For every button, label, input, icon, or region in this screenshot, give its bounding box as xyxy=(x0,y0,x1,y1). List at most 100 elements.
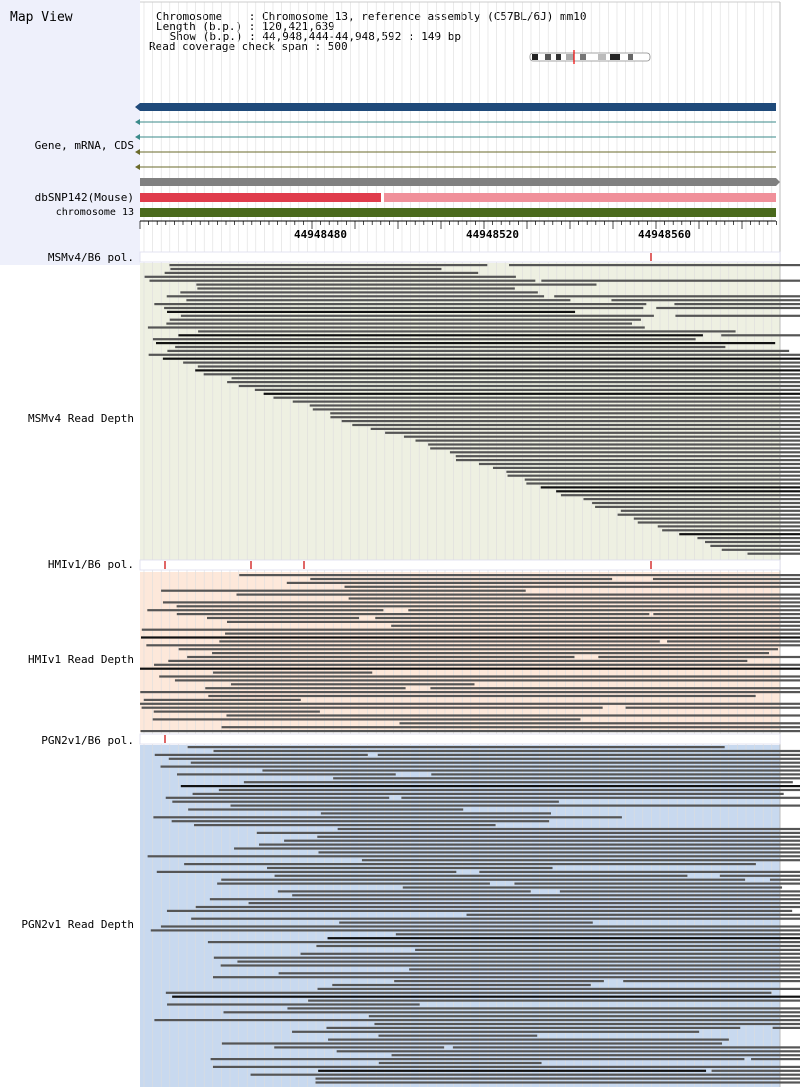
pgn-read xyxy=(259,843,800,846)
mrna-track-arrow xyxy=(135,149,140,155)
msm-read xyxy=(679,533,800,536)
msm-pol-label: MSMv4/B6 pol. xyxy=(47,251,134,264)
pgn-read xyxy=(274,874,688,877)
pgn-read xyxy=(153,816,622,819)
msm-read xyxy=(592,501,800,505)
msm-read xyxy=(330,412,800,415)
ruler-tick-label: 44948560 xyxy=(638,228,691,241)
hmi-read xyxy=(154,663,800,666)
pgn-read xyxy=(150,929,800,932)
msm-read xyxy=(675,314,800,317)
sidebar-header-area xyxy=(0,0,140,265)
pgn-read xyxy=(333,777,800,780)
pgn-read xyxy=(167,1003,420,1006)
pgn-read xyxy=(402,886,783,889)
msm-read xyxy=(617,513,800,516)
pgn-read xyxy=(395,933,800,936)
ideogram-band xyxy=(598,54,606,60)
ideogram-band xyxy=(545,54,551,60)
msm-read xyxy=(403,435,800,438)
pgn-read xyxy=(274,1046,445,1049)
pgn-read xyxy=(176,773,396,776)
pgn-read xyxy=(623,980,800,983)
hmi-depth-label: HMIv1 Read Depth xyxy=(28,653,134,666)
hmi-read xyxy=(348,597,800,600)
hmi-read xyxy=(226,620,800,623)
msm-pol-strip xyxy=(139,251,781,263)
msm-read xyxy=(183,361,800,364)
msm-read xyxy=(147,326,645,329)
msm-read xyxy=(620,509,800,512)
msm-read xyxy=(540,486,800,489)
pgn-read xyxy=(154,753,368,756)
msm-read xyxy=(164,271,479,274)
msm-read xyxy=(560,494,800,497)
msm-read xyxy=(167,310,576,313)
msm-read xyxy=(180,314,654,317)
pgn-read xyxy=(192,792,784,795)
ideogram-band xyxy=(532,54,538,60)
msm-read xyxy=(186,299,571,302)
msm-read xyxy=(292,400,800,403)
pgn-read xyxy=(315,1081,800,1084)
hmi-read xyxy=(625,706,800,709)
hmi-read xyxy=(205,687,406,690)
msm-read xyxy=(492,466,800,469)
hmi-read xyxy=(344,585,800,588)
pgn-read xyxy=(207,941,800,944)
msm-read xyxy=(162,357,800,360)
msm-read xyxy=(524,478,800,481)
pgn-read xyxy=(318,851,800,854)
msm-read xyxy=(170,267,442,271)
pgn-read xyxy=(337,827,800,831)
msm-read xyxy=(478,462,800,466)
msm-read xyxy=(197,365,800,368)
pgn-read xyxy=(180,785,800,788)
pgn-read xyxy=(171,820,550,823)
gene-track-label: Gene, mRNA, CDS xyxy=(34,139,134,152)
hmi-read xyxy=(141,628,800,631)
pgn-read xyxy=(326,1026,741,1029)
pgn-read xyxy=(184,863,756,866)
chrom-track-bar xyxy=(140,208,776,217)
pgn-read xyxy=(165,991,772,994)
pgn-read xyxy=(190,761,800,764)
gray-track-bar xyxy=(140,178,776,186)
hmi-read xyxy=(140,730,800,733)
msm-read xyxy=(455,455,800,458)
msm-read xyxy=(430,447,800,450)
pgn-read xyxy=(318,1069,707,1072)
chromosome-info: Chromosome : Chromosome 13, reference as… xyxy=(156,10,587,23)
pgn-read xyxy=(466,913,800,916)
hmi-read xyxy=(143,698,301,701)
pgn-read xyxy=(160,925,800,928)
pgn-read xyxy=(166,909,793,912)
coverage-span-info: Read coverage check span : 500 xyxy=(149,40,348,53)
hmi-pol-strip xyxy=(139,559,781,571)
pgn-read xyxy=(221,878,746,881)
msm-read xyxy=(180,291,538,294)
msm-read xyxy=(154,303,647,306)
msm-read xyxy=(415,439,800,442)
pgn-read xyxy=(230,804,800,807)
mrna-track-arrow xyxy=(135,134,140,140)
hmi-read xyxy=(225,632,800,635)
hmi-read xyxy=(408,609,800,612)
msm-read xyxy=(238,384,800,388)
pgn-read xyxy=(339,921,593,924)
msm-read xyxy=(175,345,726,349)
pgn-read xyxy=(195,905,800,909)
pgn-pol-label: PGN2v1/B6 pol. xyxy=(41,734,134,747)
msm-read xyxy=(595,505,800,508)
hmi-read xyxy=(375,616,800,620)
pgn-read xyxy=(213,956,800,959)
ruler-tick-label: 44948520 xyxy=(466,228,519,241)
msm-read xyxy=(195,369,800,372)
hmi-read xyxy=(140,691,800,694)
hmi-read xyxy=(310,577,613,581)
msm-read xyxy=(156,342,776,345)
msm-read xyxy=(556,490,800,493)
snp-track-label: dbSNP142(Mouse) xyxy=(34,191,134,204)
hmi-read xyxy=(213,671,373,674)
